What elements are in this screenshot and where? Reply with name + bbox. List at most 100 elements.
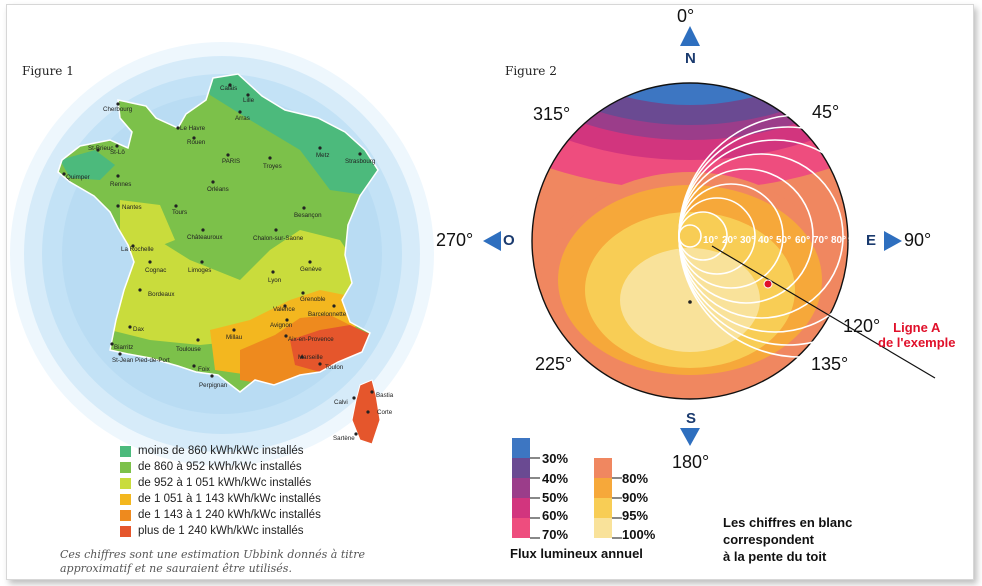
scale-label: 80% xyxy=(622,471,649,486)
angle-45: 45° xyxy=(812,102,840,122)
city-dot xyxy=(192,364,196,368)
city-dot xyxy=(318,362,322,366)
slope-circles xyxy=(678,114,922,358)
city-label: St-Brieuc xyxy=(88,145,113,152)
city-label: Arras xyxy=(235,115,250,122)
angle-225: 225° xyxy=(535,354,573,374)
city-label: Strasbourg xyxy=(345,158,376,165)
city-dot xyxy=(200,260,204,264)
city-dot xyxy=(366,410,370,414)
city-label: Bordeaux xyxy=(148,291,175,298)
slope-note-line: Les chiffres en blanc xyxy=(723,515,853,530)
centre-dot xyxy=(688,300,692,304)
west-letter: O xyxy=(503,232,515,249)
legend-item: de 1 051 à 1 143 kWh/kWc installés xyxy=(120,492,321,506)
angle-0: 0° xyxy=(677,6,695,26)
city-dot xyxy=(283,304,287,308)
angle-90: 90° xyxy=(904,230,932,250)
slope-note: Les chiffres en blanc correspondent à la… xyxy=(723,514,852,565)
scale-label: 40% xyxy=(542,471,569,486)
city-dot xyxy=(131,244,135,248)
city-dot xyxy=(300,355,304,359)
city-label: Aix-en-Provence xyxy=(288,336,334,343)
city-label: Sartène xyxy=(333,435,355,442)
city-label: Valence xyxy=(273,306,295,313)
ligne-a-line1: Ligne A xyxy=(893,320,941,335)
city-label: Cognac xyxy=(145,267,166,274)
slope-labels: 10° 20° 30° 40° 50° 60° 70° 80° 90° xyxy=(703,235,863,246)
city-dot xyxy=(232,328,236,332)
city-label: Millau xyxy=(226,334,243,341)
city-label: Biarritz xyxy=(114,344,133,351)
legend-label: plus de 1 240 kWh/kWc installés xyxy=(138,525,304,537)
scale-label: 90% xyxy=(622,490,649,505)
city-dot xyxy=(116,204,120,208)
city-dot xyxy=(308,260,312,264)
city-label: Limoges xyxy=(188,267,211,274)
city-label: St-Jean Pied-de-Port xyxy=(112,357,170,364)
city-dot xyxy=(284,334,288,338)
city-label: Lyon xyxy=(268,277,282,284)
city-label: Châteauroux xyxy=(187,234,223,241)
flux-scale-right xyxy=(594,458,622,539)
west-arrow-icon xyxy=(483,231,501,251)
south-arrow-icon xyxy=(680,428,700,446)
city-label: Calais xyxy=(220,85,237,92)
city-label: Marseille xyxy=(298,354,323,361)
scale-label: 60% xyxy=(542,508,569,523)
city-dot xyxy=(352,396,356,400)
city-label: Bastia xyxy=(376,392,394,399)
city-label: Troyes xyxy=(263,163,282,170)
city-dot xyxy=(128,325,132,329)
france-outline xyxy=(57,73,379,393)
city-label: Chalon-sur-Saone xyxy=(253,235,304,242)
scale-label: 50% xyxy=(542,490,569,505)
city-dot xyxy=(318,146,322,150)
city-label: Barcelonnette xyxy=(308,311,347,318)
ligne-a-line2: de l'exemple xyxy=(878,335,956,350)
city-dot xyxy=(271,270,275,274)
legend-swatch xyxy=(120,509,131,521)
scale-swatch xyxy=(594,478,612,498)
city-label: Perpignan xyxy=(199,382,228,389)
scale-swatch xyxy=(512,458,530,478)
city-label: Orléans xyxy=(207,186,229,193)
flux-caption: Flux lumineux annuel xyxy=(510,546,643,561)
slope-label: 30° xyxy=(740,235,755,246)
city-dot xyxy=(116,174,120,178)
city-dot xyxy=(210,374,214,378)
angle-135: 135° xyxy=(811,354,849,374)
legend-label: de 860 à 952 kWh/kWc installés xyxy=(138,461,302,473)
city-dot xyxy=(302,206,306,210)
scale-label: 70% xyxy=(542,527,569,542)
legend-item: moins de 860 kWh/kWc installés xyxy=(120,444,304,458)
slope-label: 80° xyxy=(831,235,846,246)
city-markers: Calais Lille Arras Cherbourg Le Havre Ro… xyxy=(62,83,394,442)
city-dot xyxy=(238,110,242,114)
city-label: Corte xyxy=(377,409,393,416)
scale-swatch xyxy=(594,498,612,518)
city-label: Lille xyxy=(243,97,255,104)
scale-swatch xyxy=(594,458,612,478)
legend-item: de 952 à 1 051 kWh/kWc installés xyxy=(120,476,311,490)
city-dot xyxy=(211,180,215,184)
city-dot xyxy=(116,102,120,106)
legend-label: de 952 à 1 051 kWh/kWc installés xyxy=(138,477,312,489)
disclaimer-line: Ces chiffres sont une estimation Ubbink … xyxy=(60,548,365,561)
legend-label: de 1 051 à 1 143 kWh/kWc installés xyxy=(138,493,321,505)
slope-label: 70° xyxy=(813,235,828,246)
city-dot xyxy=(138,288,142,292)
legend-swatch xyxy=(120,445,131,457)
scale-swatch xyxy=(594,518,612,538)
city-dot xyxy=(201,228,205,232)
city-label: Tours xyxy=(172,209,187,216)
figure2-label: Figure 2 xyxy=(505,64,557,78)
ligne-a-point xyxy=(763,279,773,289)
legend-item: plus de 1 240 kWh/kWc installés xyxy=(120,524,304,538)
solar-disc xyxy=(532,83,848,399)
east-arrow-icon xyxy=(884,231,902,251)
city-dot xyxy=(196,338,200,342)
legend-swatch xyxy=(120,461,131,473)
slope-label: 10° xyxy=(703,235,718,246)
city-label: Toulon xyxy=(325,364,344,371)
